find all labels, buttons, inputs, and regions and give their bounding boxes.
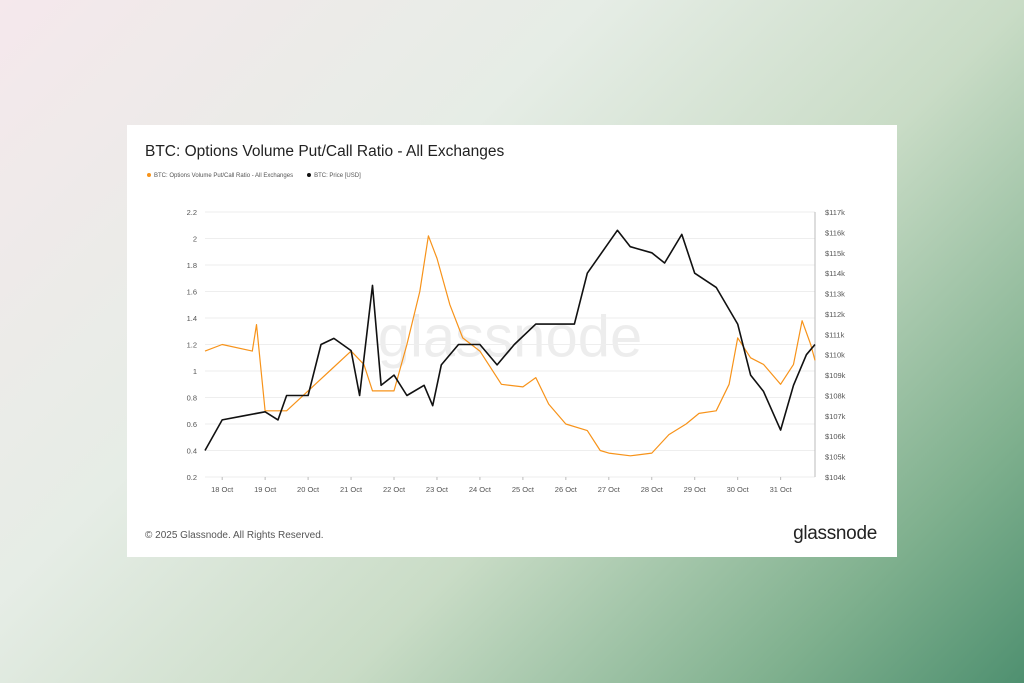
copyright: © 2025 Glassnode. All Rights Reserved.	[145, 530, 324, 541]
put-call-ratio-line	[204, 235, 816, 457]
y-left-tick-label: 2	[193, 235, 197, 244]
y-left-tick-label: 1	[193, 367, 197, 376]
legend-dot-black	[307, 173, 312, 178]
glassnode-logo: glassnode	[793, 523, 877, 544]
x-tick-label: 22 Oct	[383, 485, 406, 494]
chart-plot: glassnode 2.2 2 1.8 1.6 1.4 1.2 1 0.8 0.6 0.4 0.2 $1…	[187, 208, 846, 494]
x-tick-label: 28 Oct	[641, 485, 664, 494]
y-right-tick-label: $109k	[825, 371, 846, 380]
x-tick-label: 23 Oct	[426, 485, 449, 494]
x-tick-label: 25 Oct	[512, 485, 535, 494]
y-left-tick-label: 1.4	[187, 314, 197, 323]
y-left-tick-label: 0.2	[187, 473, 197, 482]
watermark: glassnode	[378, 305, 642, 370]
price-line	[204, 229, 816, 451]
x-tick-label: 30 Oct	[727, 485, 750, 494]
y-right-tick-label: $114k	[825, 269, 845, 278]
y-right-tick-label: $108k	[825, 391, 846, 400]
y-right-tick-label: $105k	[825, 453, 846, 462]
chart-card: BTC: Options Volume Put/Call Ratio - All…	[127, 125, 897, 557]
y-right-tick-label: $110k	[825, 351, 845, 360]
y-left-tick-label: 0.8	[187, 394, 197, 403]
y-right-tick-label: $107k	[825, 412, 846, 421]
y-right-tick-label: $116k	[825, 228, 845, 237]
x-tick-label: 21 Oct	[340, 485, 363, 494]
x-tick-label: 24 Oct	[469, 485, 492, 494]
legend: BTC: Options Volume Put/Call Ratio - All…	[147, 173, 361, 179]
y-right-tick-label: $115k	[825, 249, 845, 258]
legend-label: BTC: Options Volume Put/Call Ratio - All…	[154, 173, 294, 179]
x-tick-label: 31 Oct	[770, 485, 793, 494]
y-left-tick-label: 1.8	[187, 261, 197, 270]
y-left-tick-label: 1.2	[187, 341, 197, 350]
legend-dot-orange	[147, 173, 151, 178]
x-tick-label: 18 Oct	[211, 485, 234, 494]
y-right-tick-label: $113k	[825, 290, 845, 299]
x-tick-label: 20 Oct	[297, 485, 320, 494]
y-right-tick-label: $104k	[825, 473, 846, 482]
legend-item-ratio[interactable]: BTC: Options Volume Put/Call Ratio - All…	[147, 173, 293, 179]
y-right-tick-label: $112k	[825, 310, 845, 319]
legend-label: BTC: Price [USD]	[314, 173, 361, 179]
chart-title: BTC: Options Volume Put/Call Ratio - All…	[145, 143, 505, 160]
legend-item-price[interactable]: BTC: Price [USD]	[307, 173, 361, 179]
y-left-tick-label: 0.4	[187, 447, 197, 456]
x-tick-label: 29 Oct	[684, 485, 707, 494]
x-tick-label: 26 Oct	[555, 485, 578, 494]
x-tick-label: 27 Oct	[598, 485, 621, 494]
y-right-tick-label: $111k	[825, 330, 845, 339]
y-right-tick-label: $117k	[825, 208, 845, 217]
y-left-tick-label: 0.6	[187, 420, 197, 429]
x-tick-label: 19 Oct	[254, 485, 277, 494]
y-left-tick-label: 1.6	[187, 288, 197, 297]
y-right-tick-label: $106k	[825, 432, 846, 441]
y-left-tick-label: 2.2	[187, 208, 197, 217]
